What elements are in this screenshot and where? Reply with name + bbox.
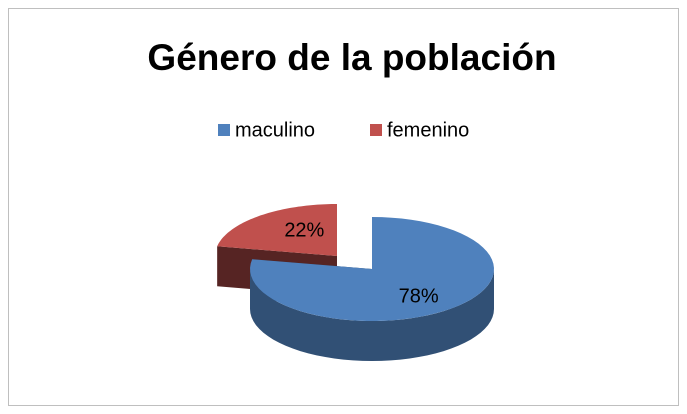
legend-label: femenino [387,119,469,141]
slice-wall [250,269,494,361]
chart-title: Género de la población [147,37,556,78]
legend-label: maculino [235,119,315,141]
slice [217,204,337,256]
slice [250,217,494,321]
legend-swatch [370,124,382,136]
legend-swatch [218,124,230,136]
data-label: 22% [284,219,324,241]
data-label: 78% [399,285,439,307]
